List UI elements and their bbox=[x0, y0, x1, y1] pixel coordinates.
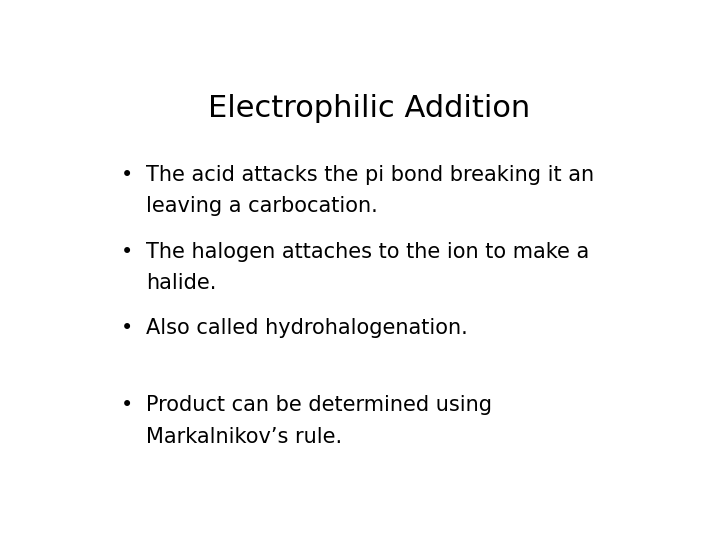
Text: •: • bbox=[121, 395, 133, 415]
Text: The halogen attaches to the ion to make a: The halogen attaches to the ion to make … bbox=[145, 241, 589, 261]
Text: •: • bbox=[121, 241, 133, 261]
Text: leaving a carbocation.: leaving a carbocation. bbox=[145, 196, 377, 216]
Text: •: • bbox=[121, 319, 133, 339]
Text: •: • bbox=[121, 165, 133, 185]
Text: Electrophilic Addition: Electrophilic Addition bbox=[208, 94, 530, 123]
Text: The acid attacks the pi bond breaking it an: The acid attacks the pi bond breaking it… bbox=[145, 165, 594, 185]
Text: Also called hydrohalogenation.: Also called hydrohalogenation. bbox=[145, 319, 467, 339]
Text: Markalnikov’s rule.: Markalnikov’s rule. bbox=[145, 427, 342, 447]
Text: Product can be determined using: Product can be determined using bbox=[145, 395, 492, 415]
Text: halide.: halide. bbox=[145, 273, 216, 293]
